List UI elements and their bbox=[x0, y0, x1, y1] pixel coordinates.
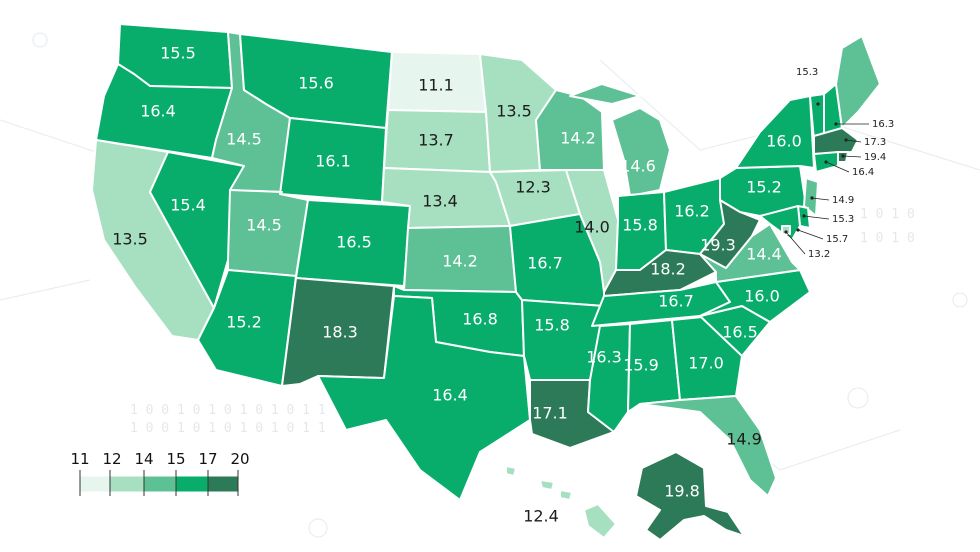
state-value-label-MT: 15.6 bbox=[298, 74, 334, 93]
callout-dot-CT bbox=[824, 160, 828, 164]
state-value-label-NC: 16.0 bbox=[744, 287, 780, 306]
callout-dot-DE bbox=[802, 214, 806, 218]
state-value-label-CA: 13.5 bbox=[112, 230, 148, 249]
state-AZ[interactable] bbox=[197, 269, 297, 387]
state-value-label-TX: 16.4 bbox=[432, 386, 468, 405]
state-value-label-WI: 14.2 bbox=[560, 129, 596, 148]
state-value-label-TN: 16.7 bbox=[658, 292, 694, 311]
state-value-label-NM: 18.3 bbox=[322, 323, 358, 342]
state-value-label-WY: 16.1 bbox=[315, 152, 351, 171]
state-value-label-ID: 14.5 bbox=[226, 130, 262, 149]
state-WI[interactable] bbox=[535, 89, 605, 171]
state-value-label-KY: 18.2 bbox=[650, 260, 686, 279]
state-MA[interactable] bbox=[813, 127, 859, 155]
state-value-label-MA: 17.3 bbox=[864, 137, 886, 148]
legend-tick: 17 bbox=[198, 450, 217, 468]
state-FL[interactable] bbox=[639, 395, 777, 497]
state-AK[interactable] bbox=[635, 451, 745, 541]
state-value-label-CT: 16.4 bbox=[852, 167, 874, 178]
state-value-label-CO: 16.5 bbox=[336, 233, 372, 252]
state-value-label-AZ: 15.2 bbox=[226, 313, 262, 332]
state-value-label-DC: 13.2 bbox=[808, 249, 830, 260]
legend-tick: 15 bbox=[166, 450, 185, 468]
state-value-label-MD: 15.7 bbox=[826, 234, 848, 245]
state-shapes bbox=[91, 23, 881, 541]
legend-tick: 20 bbox=[230, 450, 249, 468]
callout-dot-MD bbox=[796, 228, 800, 232]
state-value-label-VT: 15.3 bbox=[796, 67, 818, 78]
state-value-label-RI: 19.4 bbox=[864, 152, 886, 163]
legend-swatch-11-12 bbox=[79, 475, 111, 493]
state-value-label-NJ: 14.9 bbox=[832, 195, 854, 206]
callout-dot-RI bbox=[841, 154, 845, 158]
legend-swatch-17-20 bbox=[207, 475, 239, 493]
legend-tick: 11 bbox=[70, 450, 89, 468]
state-NC[interactable] bbox=[699, 269, 811, 323]
state-value-label-KS: 14.2 bbox=[442, 252, 478, 271]
callout-dot-MA bbox=[844, 138, 848, 142]
callout-dot-VT bbox=[816, 102, 820, 106]
state-value-label-MI: 14.6 bbox=[620, 157, 656, 176]
state-value-labels: 15.5 16.4 13.5 15.4 14.5 15.6 16.1 14.5 15.2 16.5… bbox=[112, 44, 894, 526]
state-HI[interactable] bbox=[505, 465, 617, 539]
state-value-label-LA: 17.1 bbox=[532, 404, 568, 423]
state-value-label-WA: 15.5 bbox=[160, 44, 196, 63]
legend-swatch-12-14 bbox=[109, 475, 145, 493]
state-value-label-SC: 16.5 bbox=[722, 323, 758, 342]
legend-tick: 14 bbox=[134, 450, 153, 468]
callout-dot-NH bbox=[834, 122, 838, 126]
state-value-label-MS: 16.3 bbox=[586, 348, 622, 367]
state-value-label-NY: 16.0 bbox=[766, 132, 802, 151]
state-value-label-MN: 13.5 bbox=[496, 102, 532, 121]
state-value-label-AK: 19.8 bbox=[664, 482, 700, 501]
state-value-label-IL: 14.0 bbox=[574, 218, 610, 237]
state-MI[interactable] bbox=[569, 83, 671, 197]
callout-leader-DC bbox=[785, 231, 806, 255]
state-value-label-PA: 15.2 bbox=[746, 178, 782, 197]
state-value-label-OR: 16.4 bbox=[140, 102, 176, 121]
state-value-label-IA: 12.3 bbox=[515, 178, 551, 197]
svg-text:1 0 1 0: 1 0 1 0 bbox=[860, 231, 915, 246]
svg-text:1 0 0 1 0 1 0 1 0 1 0 1 1: 1 0 0 1 0 1 0 1 0 1 0 1 1 bbox=[130, 421, 326, 436]
state-value-label-OK: 16.8 bbox=[462, 310, 498, 329]
state-value-label-OH: 16.2 bbox=[674, 202, 710, 221]
legend-tick: 12 bbox=[102, 450, 121, 468]
callout-leader-RI bbox=[842, 155, 862, 158]
state-value-label-AL: 15.9 bbox=[623, 356, 659, 375]
callout-dot-DC bbox=[784, 230, 788, 234]
legend: 11 12 14 15 17 20 bbox=[70, 450, 250, 496]
callout-leader-DE bbox=[803, 215, 830, 220]
state-value-label-SD: 13.7 bbox=[418, 131, 454, 150]
state-value-label-NH: 16.3 bbox=[872, 119, 894, 130]
state-value-label-IN: 15.8 bbox=[622, 216, 658, 235]
state-value-label-NE: 13.4 bbox=[422, 192, 458, 211]
state-value-label-DE: 15.3 bbox=[832, 214, 854, 225]
legend-swatch-14-15 bbox=[143, 475, 177, 493]
callout-dot-NJ bbox=[810, 196, 814, 200]
callout-leader-MA bbox=[845, 139, 862, 143]
callout-leader-CT bbox=[825, 161, 850, 173]
state-DC[interactable] bbox=[781, 225, 791, 235]
state-value-label-WV: 19.3 bbox=[700, 236, 736, 255]
state-value-label-NV: 15.4 bbox=[170, 196, 206, 215]
callout-leader-NJ bbox=[811, 197, 830, 201]
state-value-label-GA: 17.0 bbox=[688, 354, 724, 373]
state-value-label-UT: 14.5 bbox=[246, 216, 282, 235]
state-value-label-MO: 16.7 bbox=[527, 254, 563, 273]
state-TX[interactable] bbox=[317, 295, 531, 501]
state-value-label-VA: 14.4 bbox=[746, 245, 782, 264]
legend-swatch-15-17 bbox=[175, 475, 209, 493]
state-ME[interactable] bbox=[835, 35, 881, 129]
state-value-label-HI: 12.4 bbox=[523, 507, 559, 526]
state-value-label-ND: 11.1 bbox=[418, 76, 454, 95]
state-value-label-FL: 14.9 bbox=[726, 430, 762, 449]
callout-leader-MD bbox=[797, 229, 824, 240]
svg-text:1 0 0 1 0 1 0 1 0 1 0 1 1: 1 0 0 1 0 1 0 1 0 1 0 1 1 bbox=[130, 403, 326, 418]
svg-text:1 0 1 0: 1 0 1 0 bbox=[860, 207, 915, 222]
state-value-label-AR: 15.8 bbox=[534, 316, 570, 335]
